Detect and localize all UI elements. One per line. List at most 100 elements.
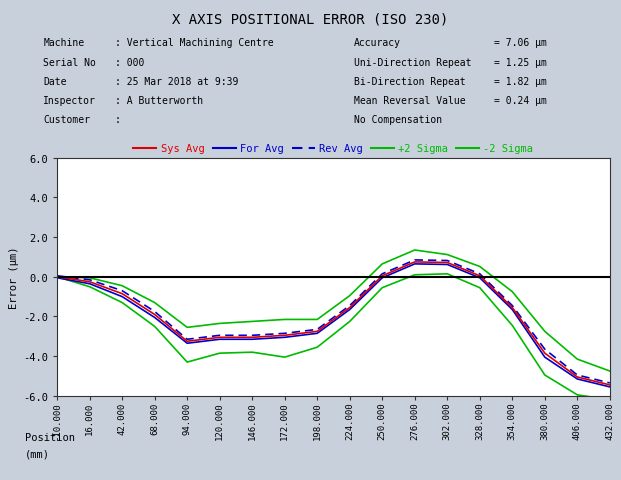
Text: Date: Date [43,77,67,87]
+2 Sigma [574,357,581,362]
-2 Sigma [216,350,224,356]
-2 Sigma [379,285,386,291]
Sys Avg [151,312,158,318]
Text: :: : [115,115,120,125]
Rev Avg [443,258,451,264]
Sys Avg [346,305,353,311]
For Avg [443,262,451,268]
Rev Avg [574,372,581,378]
+2 Sigma [248,319,256,324]
+2 Sigma [379,262,386,267]
Line: For Avg: For Avg [57,264,610,387]
+2 Sigma [183,325,191,331]
Rev Avg [86,277,93,283]
For Avg [574,376,581,382]
For Avg [53,276,61,281]
Sys Avg [476,273,484,279]
Text: Position: Position [25,432,75,442]
Sys Avg [443,260,451,266]
Text: (mm): (mm) [25,449,50,459]
Text: : 25 Mar 2018 at 9:39: : 25 Mar 2018 at 9:39 [115,77,238,87]
For Avg [606,384,614,390]
For Avg [541,355,548,360]
-2 Sigma [314,345,321,350]
Sys Avg [411,260,419,265]
+2 Sigma [281,317,288,323]
Rev Avg [53,273,61,279]
Text: = 1.25 μm: = 1.25 μm [494,58,546,68]
-2 Sigma [151,324,158,330]
Sys Avg [281,333,288,338]
For Avg [281,335,288,340]
Text: Inspector: Inspector [43,96,96,106]
For Avg [119,294,126,300]
Rev Avg [346,303,353,309]
Rev Avg [411,257,419,263]
Line: +2 Sigma: +2 Sigma [57,251,610,371]
Text: Bi-Direction Repeat: Bi-Direction Repeat [354,77,466,87]
Text: Customer: Customer [43,115,91,125]
Rev Avg [248,333,256,338]
Sys Avg [119,291,126,297]
Text: = 7.06 μm: = 7.06 μm [494,38,546,48]
-2 Sigma [183,360,191,365]
Rev Avg [541,347,548,352]
Text: Mean Reversal Value: Mean Reversal Value [354,96,466,106]
Rev Avg [606,380,614,386]
Sys Avg [216,335,224,340]
Text: = 1.82 μm: = 1.82 μm [494,77,546,87]
+2 Sigma [86,276,93,281]
For Avg [411,262,419,267]
Rev Avg [151,309,158,315]
Sys Avg [314,329,321,335]
Rev Avg [119,288,126,294]
For Avg [151,315,158,321]
Text: = 0.24 μm: = 0.24 μm [494,96,546,106]
Rev Avg [281,331,288,336]
Text: No Compensation: No Compensation [354,115,442,125]
Text: X AXIS POSITIONAL ERROR (ISO 230): X AXIS POSITIONAL ERROR (ISO 230) [172,12,449,26]
For Avg [509,307,516,313]
+2 Sigma [606,368,614,374]
+2 Sigma [476,264,484,270]
-2 Sigma [53,275,61,280]
Line: Rev Avg: Rev Avg [57,260,610,383]
Text: : 000: : 000 [115,58,144,68]
Text: Accuracy: Accuracy [354,38,401,48]
Rev Avg [379,271,386,277]
-2 Sigma [119,300,126,306]
Sys Avg [574,374,581,380]
Text: Uni-Direction Repeat: Uni-Direction Repeat [354,58,471,68]
Rev Avg [509,303,516,309]
-2 Sigma [86,284,93,290]
+2 Sigma [541,329,548,335]
+2 Sigma [53,275,61,280]
For Avg [183,341,191,347]
-2 Sigma [443,271,451,277]
+2 Sigma [346,293,353,299]
Legend: Sys Avg, For Avg, Rev Avg, +2 Sigma, -2 Sigma: Sys Avg, For Avg, Rev Avg, +2 Sigma, -2 … [129,140,538,158]
+2 Sigma [443,252,451,258]
Y-axis label: Error (μm): Error (μm) [9,246,19,308]
Text: Serial No: Serial No [43,58,96,68]
-2 Sigma [541,372,548,378]
Rev Avg [314,327,321,333]
Line: Sys Avg: Sys Avg [57,263,610,385]
Sys Avg [606,382,614,388]
For Avg [248,336,256,342]
For Avg [379,276,386,281]
For Avg [86,281,93,287]
Sys Avg [53,275,61,280]
Rev Avg [183,336,191,342]
+2 Sigma [314,317,321,323]
+2 Sigma [509,289,516,295]
Text: Machine: Machine [43,38,84,48]
Sys Avg [541,350,548,356]
-2 Sigma [509,323,516,329]
For Avg [346,307,353,313]
+2 Sigma [119,283,126,289]
Text: : A Butterworth: : A Butterworth [115,96,203,106]
-2 Sigma [476,285,484,291]
+2 Sigma [411,248,419,253]
Sys Avg [248,335,256,340]
